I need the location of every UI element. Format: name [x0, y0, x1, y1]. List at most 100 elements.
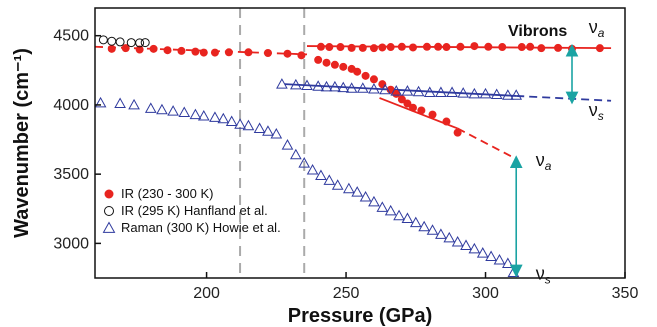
data-point	[98, 35, 108, 45]
data-point	[276, 78, 288, 89]
data-point	[446, 86, 458, 97]
data-point	[306, 163, 319, 175]
data-point	[479, 87, 492, 99]
data-point	[456, 42, 465, 51]
data-point	[234, 118, 246, 129]
data-point	[320, 80, 333, 92]
data-point	[423, 86, 436, 97]
data-point	[537, 44, 546, 53]
legend-marker	[102, 221, 116, 233]
data-point	[442, 43, 451, 52]
data-point	[289, 148, 302, 160]
data-point	[312, 80, 325, 91]
y-axis-title: Wavenumber (cm⁻¹)	[11, 48, 33, 238]
data-point	[128, 98, 140, 110]
data-point	[337, 81, 350, 93]
data-point	[451, 235, 464, 247]
data-point	[189, 108, 202, 120]
data-point	[460, 239, 472, 250]
legend-label: Raman (300 K) Howie et al.	[121, 220, 281, 235]
data-point	[510, 89, 523, 100]
data-point	[329, 80, 341, 92]
data-point	[401, 212, 414, 223]
data-point	[323, 174, 336, 185]
data-point	[342, 182, 355, 194]
plot-area	[94, 8, 612, 278]
data-point	[210, 48, 219, 57]
data-point	[156, 103, 168, 115]
data-point	[485, 250, 497, 262]
data-point	[390, 85, 403, 96]
data-point	[336, 43, 345, 52]
data-point	[359, 190, 372, 202]
data-point	[197, 109, 210, 121]
data-point	[224, 48, 233, 57]
nu-label: νa	[536, 150, 552, 173]
data-point	[484, 42, 493, 51]
fit-line	[516, 95, 612, 102]
data-point	[225, 115, 238, 127]
annotations: νa νs νa νs	[536, 17, 605, 286]
data-point	[167, 105, 179, 116]
data-point	[283, 49, 292, 58]
data-point	[289, 78, 302, 90]
data-point	[107, 44, 116, 53]
data-point	[356, 82, 369, 93]
data-point	[517, 43, 526, 52]
data-point	[263, 49, 272, 57]
data-point	[144, 102, 157, 113]
data-point	[384, 204, 397, 216]
data-point	[403, 99, 412, 108]
data-point	[393, 209, 405, 221]
data-point	[442, 117, 451, 126]
data-point	[409, 103, 417, 112]
nu-label: νs	[589, 100, 604, 123]
data-point	[209, 111, 221, 122]
x-tick-label: 350	[612, 285, 639, 302]
data-point	[314, 55, 323, 64]
data-point	[316, 42, 325, 51]
data-point	[498, 43, 507, 52]
data-point	[417, 106, 426, 115]
x-axis-title: Pressure (GPa)	[288, 305, 433, 327]
y-tick-label: 4500	[53, 28, 89, 45]
data-point	[135, 38, 145, 48]
data-point	[115, 37, 125, 47]
data-point	[368, 82, 380, 94]
data-point	[369, 75, 378, 84]
data-point	[368, 195, 380, 207]
data-point	[435, 86, 447, 97]
data-point	[379, 83, 391, 95]
x-tick-label: 300	[472, 285, 499, 302]
vibrons-label: Vibrons	[508, 23, 567, 40]
y-tick-label: 3000	[53, 235, 89, 252]
data-point	[554, 43, 563, 52]
data-point	[453, 128, 462, 137]
data-point	[244, 48, 253, 57]
data-point	[114, 97, 126, 109]
data-point	[298, 157, 311, 168]
data-point	[107, 36, 117, 46]
data-point	[418, 220, 431, 232]
data-point	[178, 106, 191, 118]
nu-subscript: s	[545, 272, 551, 286]
y-tick-label: 4000	[53, 97, 89, 114]
fit-line	[457, 127, 517, 160]
data-point	[435, 228, 447, 239]
data-point	[412, 85, 425, 97]
nu-subscript: s	[598, 109, 604, 123]
data-point	[217, 112, 230, 124]
data-point	[351, 186, 364, 197]
nu-subscript: a	[598, 26, 605, 40]
data-point	[476, 247, 489, 258]
data-point	[397, 42, 406, 51]
nu-label: νa	[589, 17, 605, 40]
data-point	[297, 51, 306, 60]
data-point	[426, 224, 439, 235]
plot-frame	[94, 7, 626, 279]
nu-label: νs	[536, 263, 551, 286]
data-point	[392, 89, 401, 98]
x-tick-label: 200	[193, 285, 220, 302]
data-point	[358, 43, 367, 52]
